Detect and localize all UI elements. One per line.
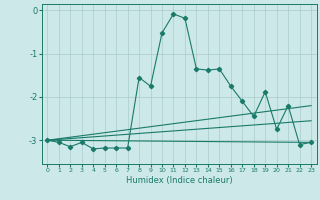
X-axis label: Humidex (Indice chaleur): Humidex (Indice chaleur) [126,176,233,185]
